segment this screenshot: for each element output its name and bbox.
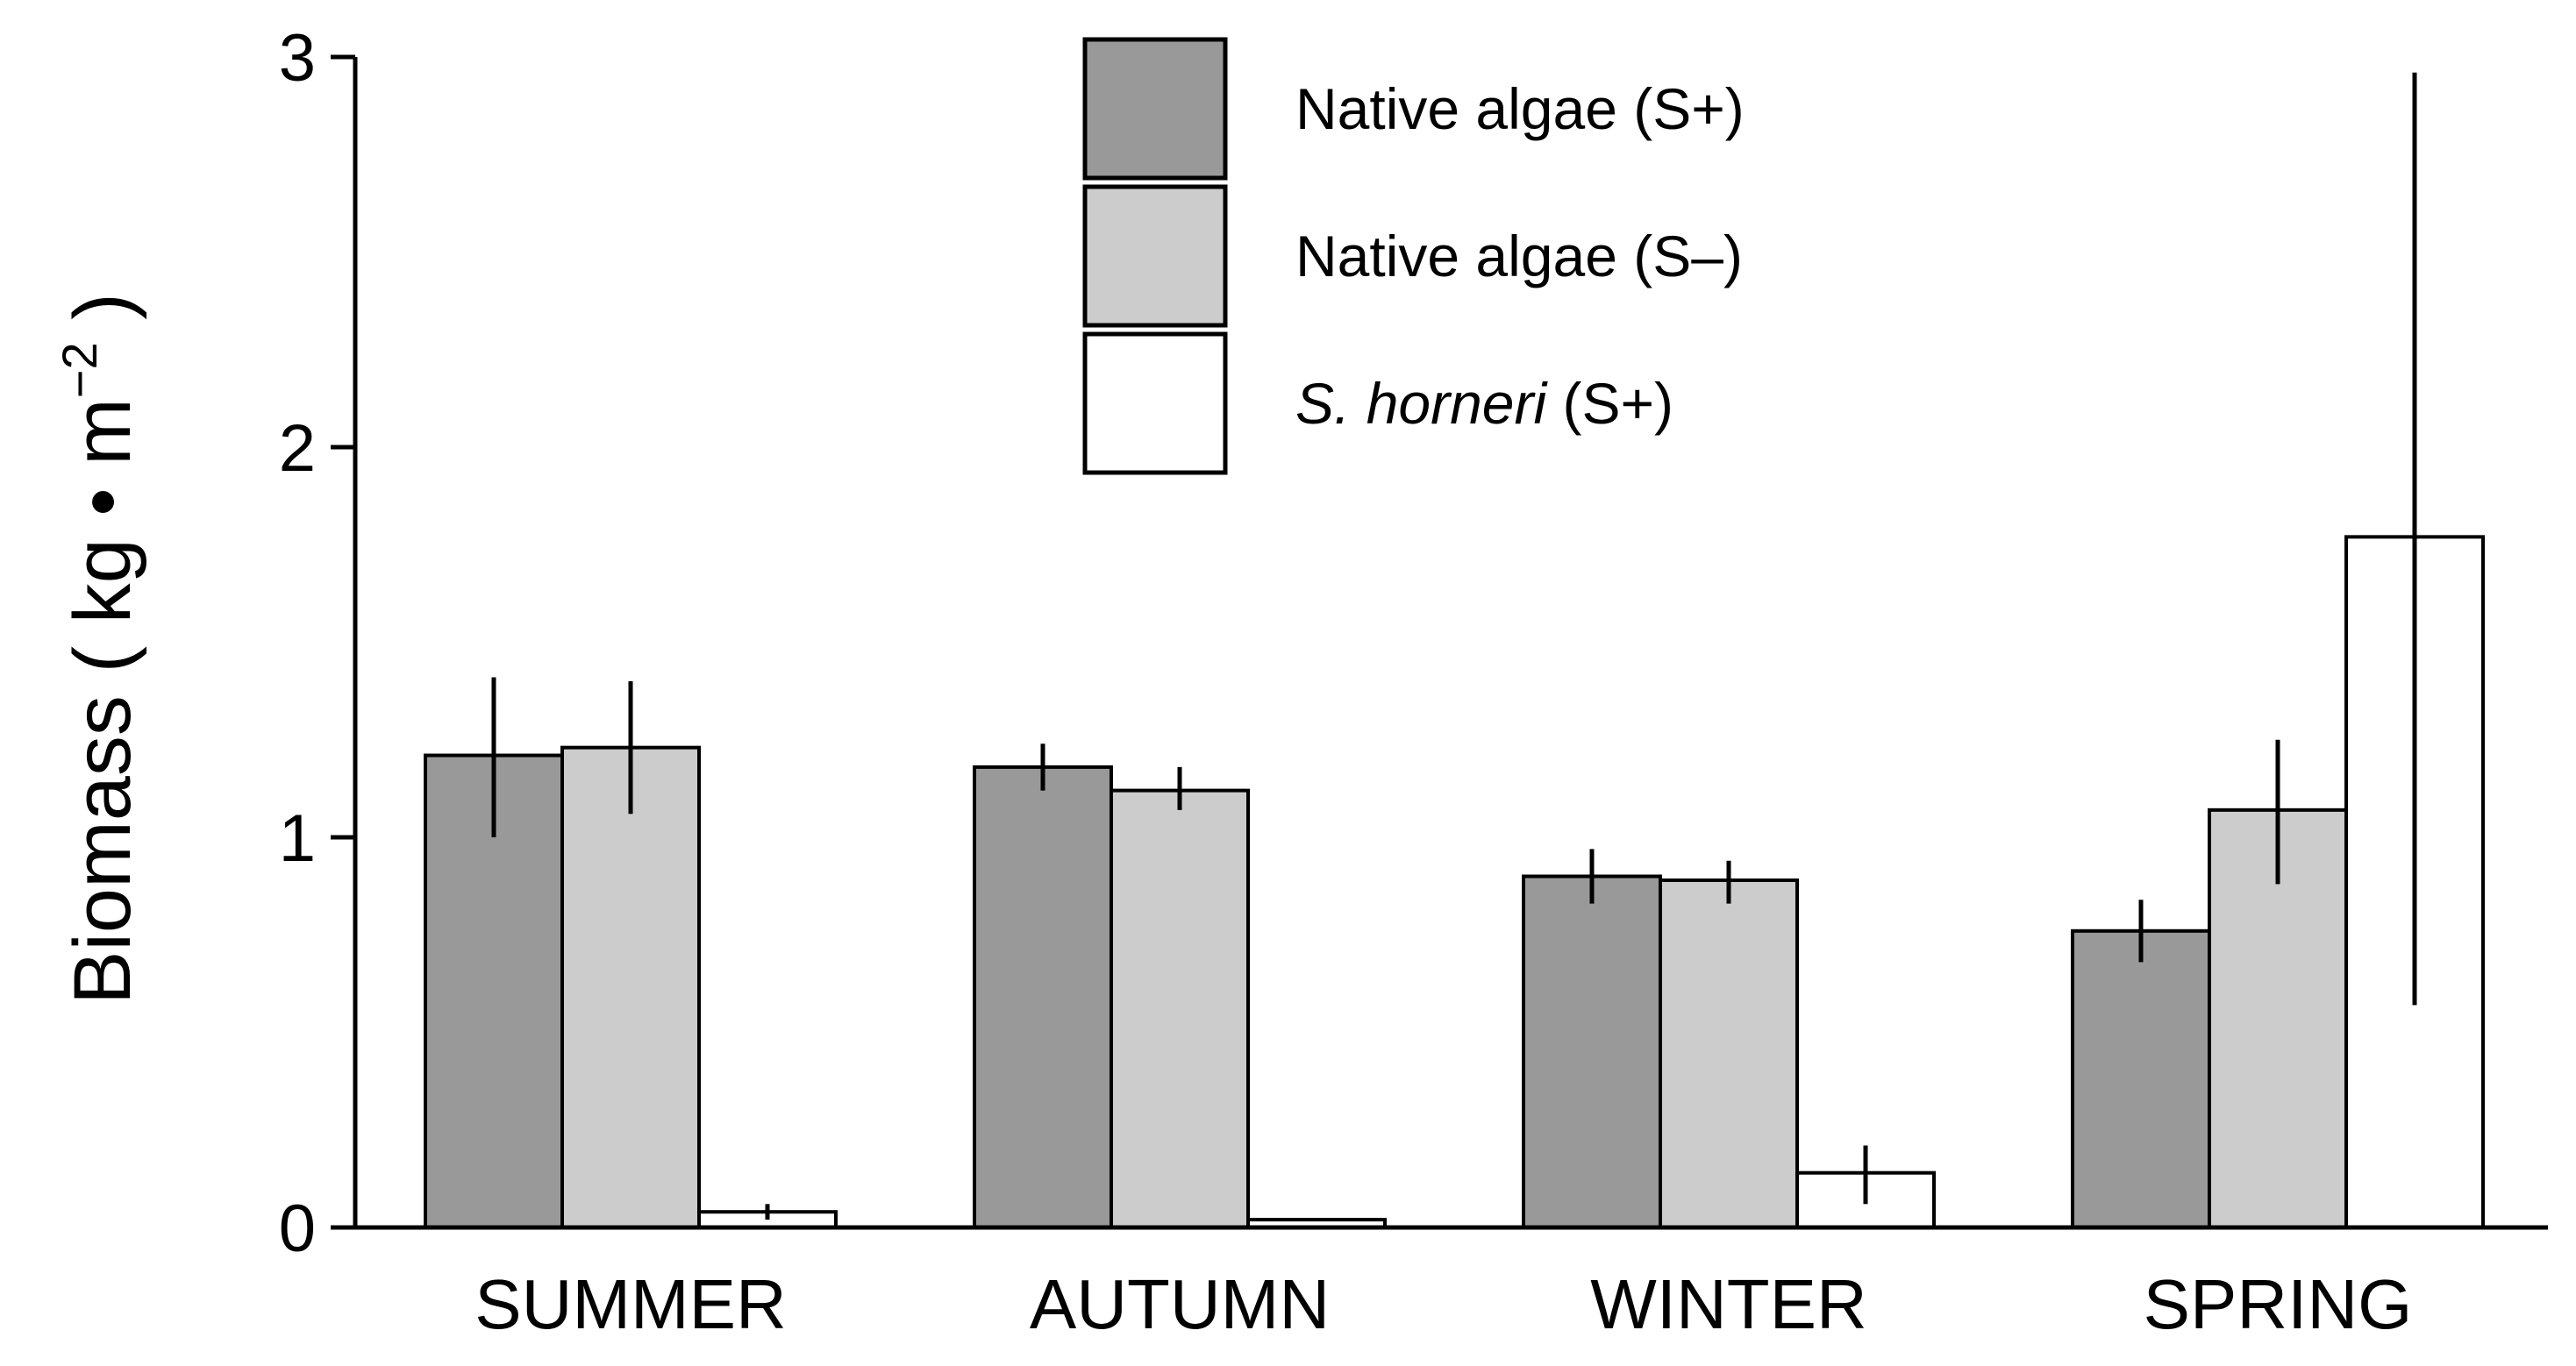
x-tick-label-winter: WINTER <box>1590 1265 1867 1343</box>
y-axis-title: Biomass ( kg • m−2 ) <box>52 293 147 1005</box>
legend-swatch-series-3 <box>1082 331 1228 475</box>
legend-label-series-3: S. horneri (S+) <box>1295 371 1673 436</box>
y-tick-label-3: 3 <box>279 21 316 96</box>
plot-area <box>424 72 2485 1230</box>
axes: 0 1 2 3 SUMMER AUTUMN WINTER SPRING <box>279 21 2548 1343</box>
y-axis-title-dot: • <box>58 466 147 516</box>
legend-label-rest: (S+) <box>1562 371 1673 436</box>
x-tick-label-summer: SUMMER <box>475 1265 787 1343</box>
legend-swatch-series-1 <box>1082 37 1228 181</box>
bar-spring-series-1 <box>2071 928 2211 1230</box>
y-axis-title-suffix: ) <box>58 293 147 342</box>
legend-swatch-series-2 <box>1082 184 1228 328</box>
y-axis-title-unit: m <box>58 398 147 466</box>
y-tick-label-0: 0 <box>279 1192 316 1266</box>
y-tick-label-1: 1 <box>279 801 316 876</box>
legend-label-series-2: Native algae (S–) <box>1295 224 1743 288</box>
bar-winter-series-1 <box>1522 874 1662 1229</box>
legend-label-italic: S. horneri <box>1295 371 1562 436</box>
legend: Native algae (S+) Native algae (S–) S. hor… <box>1082 37 1745 475</box>
bar-winter-series-2 <box>1659 878 1799 1229</box>
axis-labels: Biomass ( kg • m−2 ) <box>52 293 147 1005</box>
bar-summer-series-2 <box>560 745 701 1229</box>
x-tick-label-spring: SPRING <box>2144 1265 2413 1343</box>
y-axis-title-prefix: Biomass ( kg <box>58 516 147 1005</box>
legend-label-series-1: Native algae (S+) <box>1295 76 1745 141</box>
bar-autumn-series-1 <box>973 765 1113 1229</box>
bar-autumn-series-2 <box>1110 788 1250 1229</box>
y-tick-label-2: 2 <box>279 411 316 486</box>
y-axis-title-exponent: −2 <box>52 342 107 398</box>
y-axis-title-text: Biomass ( kg • m−2 ) <box>52 293 147 1005</box>
x-tick-label-autumn: AUTUMN <box>1030 1265 1330 1343</box>
